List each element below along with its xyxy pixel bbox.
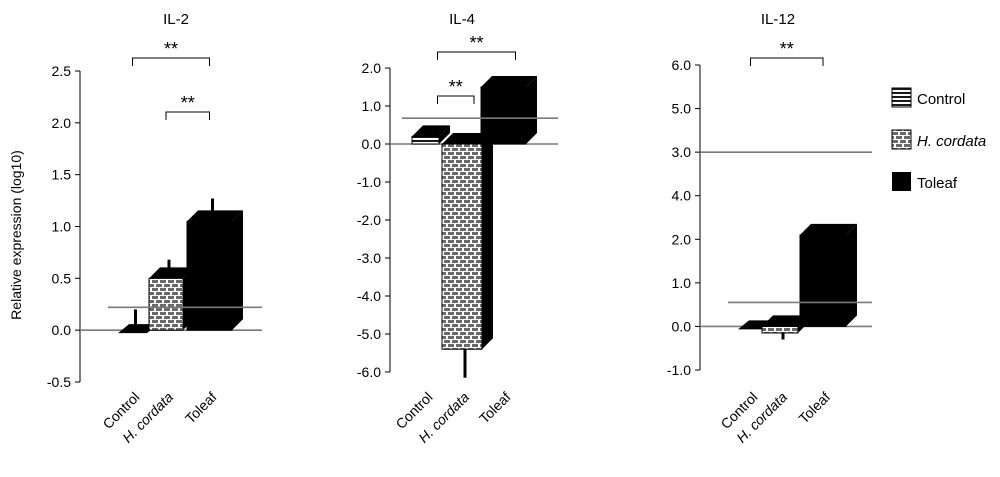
y-axis-label: Relative expression (log10) — [8, 150, 24, 320]
bar-toleaf — [480, 76, 537, 145]
legend-swatch-h-cordata — [891, 129, 912, 150]
legend: Control H. cordata Toleaf — [891, 87, 986, 192]
chart-panels: IL-2-0.50.00.51.01.52.02.5****ControlH. … — [47, 11, 872, 446]
y-tick-label: 6.0 — [672, 57, 692, 73]
bar-top-face — [442, 133, 493, 144]
legend-label-toleaf: Toleaf — [917, 175, 958, 192]
significance-bracket — [437, 51, 516, 60]
significance-label: ** — [469, 33, 483, 53]
bar-side-face — [232, 210, 243, 331]
significance-bracket — [437, 95, 475, 104]
bar-front-face — [761, 325, 799, 334]
y-tick-label: 3.0 — [672, 144, 692, 160]
x-tick-label-toleaf: Toleaf — [182, 389, 220, 427]
significance-bracket — [750, 57, 824, 66]
y-tick-label: 0.0 — [672, 318, 692, 334]
y-tick-label: 5.0 — [672, 101, 692, 117]
y-tick-label: -4.0 — [357, 288, 381, 304]
legend-label-control: Control — [917, 91, 965, 108]
y-tick-label: 1.0 — [362, 98, 382, 114]
y-tick-label: -0.5 — [47, 374, 71, 390]
x-tick-label-toleaf: Toleaf — [476, 389, 514, 427]
y-tick-label: 4.0 — [672, 188, 692, 204]
bar-front-face — [186, 220, 233, 331]
chart-title: IL-12 — [761, 11, 795, 28]
bar-top-face — [187, 210, 243, 222]
bar-front-face — [411, 135, 440, 145]
y-tick-label: 2.0 — [52, 115, 72, 131]
bar-control — [118, 309, 158, 334]
y-tick-label: 1.0 — [672, 275, 692, 291]
significance-label: ** — [780, 39, 794, 59]
significance-label: ** — [181, 93, 195, 113]
bar-front-face — [441, 143, 483, 350]
bar-side-face — [482, 133, 493, 350]
y-tick-label: -3.0 — [357, 250, 381, 266]
y-tick-label: 1.0 — [52, 219, 72, 235]
y-tick-label: 0.0 — [362, 136, 382, 152]
significance-label: ** — [164, 39, 178, 59]
y-tick-label: 2.0 — [362, 60, 382, 76]
legend-swatch-toleaf — [892, 172, 911, 191]
bar-side-face — [526, 76, 537, 144]
y-tick-label: -1.0 — [357, 174, 381, 190]
bar-toleaf — [186, 198, 243, 331]
y-tick-label: 0.5 — [52, 270, 72, 286]
bar-front-face — [799, 234, 847, 327]
chart-title: IL-2 — [163, 11, 189, 28]
chart-panel-il-2: IL-2-0.50.00.51.01.52.02.5****ControlH. … — [47, 11, 262, 446]
bar-side-face — [439, 125, 450, 144]
bar-top-face — [118, 324, 158, 334]
bar-front-face — [148, 277, 184, 331]
bar-top-face — [412, 125, 450, 137]
significance-label: ** — [449, 77, 463, 97]
bar-top-face — [800, 223, 857, 235]
bar-h-cordata — [441, 133, 493, 378]
y-tick-label: 0.0 — [52, 322, 72, 338]
chart-panel-il-4: IL-4 -6.0 -5.0 -4.0 -3.0 -2.0 -1.0 0.0 1.0 2.0 ** *… — [357, 11, 558, 446]
bar-top-face — [762, 315, 809, 327]
chart-title: IL-4 — [449, 11, 475, 28]
bar-side-face — [846, 223, 857, 327]
significance-bracket — [165, 111, 210, 120]
x-tick-label-toleaf: Toleaf — [795, 389, 833, 427]
bar-front-face — [480, 86, 527, 145]
y-tick-label: 2.5 — [52, 63, 72, 79]
y-tick-label: -5.0 — [357, 326, 381, 342]
legend-swatch-control — [891, 87, 912, 108]
bar-top-face — [481, 76, 537, 87]
y-tick-label: -1.0 — [667, 362, 691, 378]
y-tick-label: 2.0 — [672, 231, 692, 247]
significance-bracket — [132, 57, 210, 66]
bar-toleaf — [799, 223, 857, 327]
chart-panel-il-12: IL-12-1.00.01.02.04.03.05.06.0**ControlH… — [667, 11, 872, 446]
y-tick-label: 1.5 — [52, 167, 72, 183]
y-tick-label: -2.0 — [357, 212, 381, 228]
bar-top-face — [149, 267, 194, 279]
bar-control — [411, 125, 450, 145]
legend-label-h-cordata: H. cordata — [917, 133, 986, 150]
y-tick-label: -6.0 — [357, 364, 381, 380]
